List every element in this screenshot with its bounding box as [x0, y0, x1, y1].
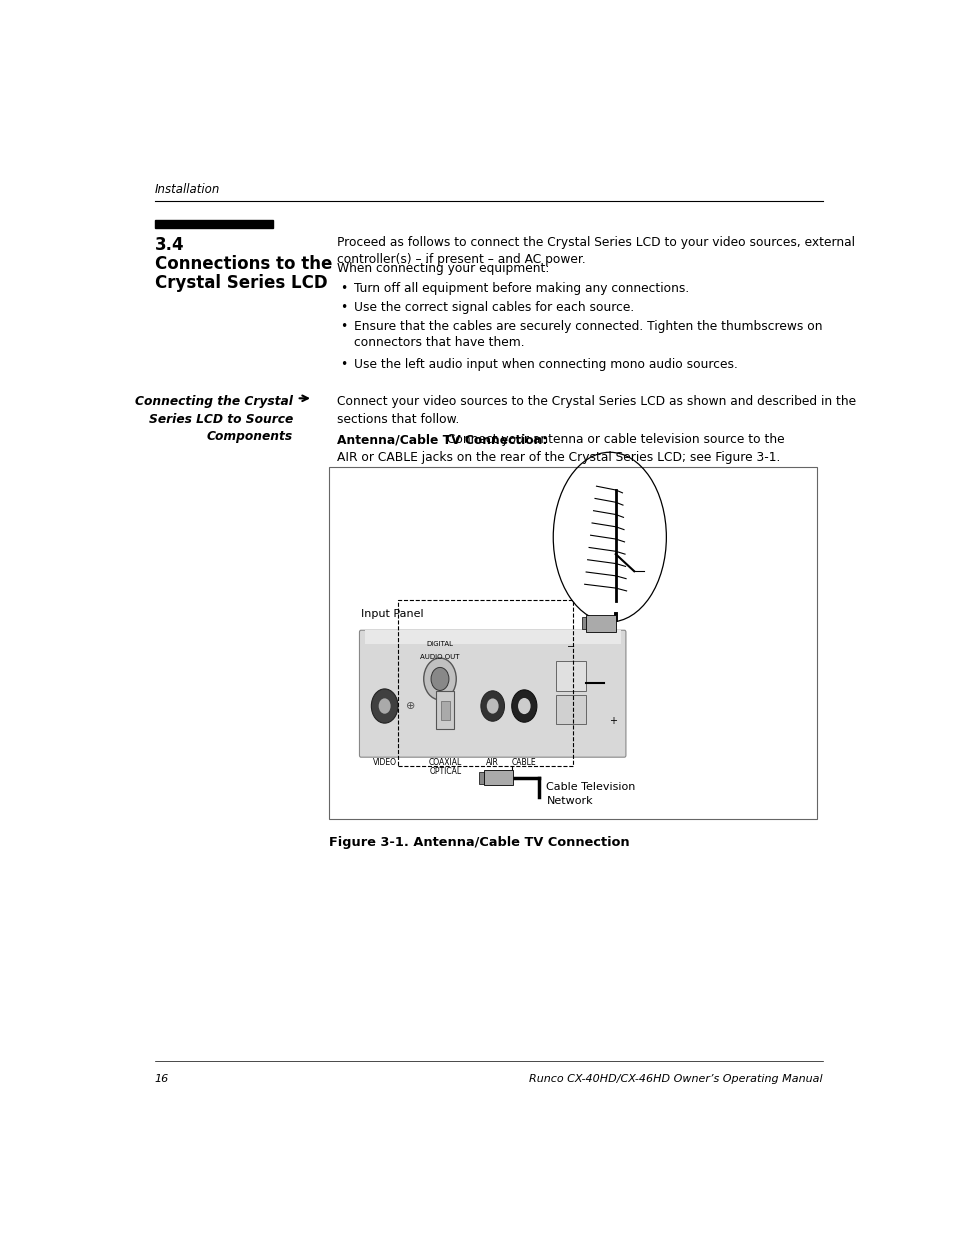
- Text: AIR or CABLE jacks on the rear of the Crystal Series LCD; see Figure 3-1.: AIR or CABLE jacks on the rear of the Cr…: [337, 451, 780, 463]
- Bar: [556, 661, 585, 692]
- Bar: [329, 467, 817, 819]
- Text: Cable Television
Network: Cable Television Network: [546, 782, 636, 805]
- Text: Ensure that the cables are securely connected. Tighten the thumbscrews on: Ensure that the cables are securely conn…: [354, 320, 821, 333]
- Text: Series LCD to Source: Series LCD to Source: [149, 412, 293, 426]
- Text: Connections to the: Connections to the: [154, 254, 332, 273]
- Text: When connecting your equipment:: When connecting your equipment:: [337, 262, 549, 275]
- Bar: [585, 615, 615, 632]
- Text: AIR: AIR: [486, 758, 498, 767]
- Bar: [436, 692, 454, 730]
- Bar: [483, 769, 513, 785]
- Circle shape: [517, 698, 530, 714]
- Text: Connecting the Crystal: Connecting the Crystal: [135, 395, 293, 409]
- Text: Proceed as follows to connect the Crystal Series LCD to your video sources, exte: Proceed as follows to connect the Crysta…: [337, 236, 855, 248]
- Bar: [364, 630, 620, 643]
- Text: DIGITAL: DIGITAL: [426, 641, 453, 647]
- Bar: [478, 772, 483, 784]
- Text: Installation: Installation: [154, 183, 220, 196]
- Circle shape: [486, 699, 498, 714]
- Circle shape: [431, 667, 449, 690]
- Text: •: •: [340, 301, 347, 314]
- Bar: [556, 694, 585, 725]
- Circle shape: [378, 698, 390, 714]
- Text: Antenna/Cable TV Connection:: Antenna/Cable TV Connection:: [337, 433, 547, 447]
- Text: Input Panel: Input Panel: [360, 609, 423, 619]
- FancyBboxPatch shape: [359, 630, 625, 757]
- Circle shape: [511, 690, 537, 722]
- Text: Connect your video sources to the Crystal Series LCD as shown and described in t: Connect your video sources to the Crysta…: [337, 395, 856, 409]
- Text: Use the correct signal cables for each source.: Use the correct signal cables for each s…: [354, 301, 633, 314]
- Text: −: −: [566, 642, 575, 652]
- Text: ⊕: ⊕: [406, 701, 416, 711]
- Text: 3.4: 3.4: [154, 236, 184, 253]
- Circle shape: [371, 689, 397, 724]
- Text: Figure 3-1. Antenna/Cable TV Connection: Figure 3-1. Antenna/Cable TV Connection: [329, 836, 629, 848]
- Text: Crystal Series LCD: Crystal Series LCD: [154, 274, 327, 291]
- Bar: [397, 600, 573, 766]
- Circle shape: [480, 690, 504, 721]
- Text: connectors that have them.: connectors that have them.: [354, 336, 524, 350]
- Text: Connect your antenna or cable television source to the: Connect your antenna or cable television…: [442, 433, 783, 447]
- Text: •: •: [340, 283, 347, 295]
- Text: COAXIAL: COAXIAL: [428, 758, 461, 767]
- Text: AUDIO OUT: AUDIO OUT: [420, 653, 459, 659]
- Text: CABLE: CABLE: [512, 758, 537, 767]
- Text: sections that follow.: sections that follow.: [337, 412, 459, 426]
- Text: VIDEO: VIDEO: [373, 758, 396, 767]
- Circle shape: [423, 658, 456, 700]
- Text: Runco CX-40HD/CX-46HD Owner’s Operating Manual: Runco CX-40HD/CX-46HD Owner’s Operating …: [529, 1074, 822, 1084]
- Bar: [581, 618, 585, 630]
- Text: OPTICAL: OPTICAL: [429, 767, 461, 776]
- Bar: [154, 221, 273, 228]
- Text: Turn off all equipment before making any connections.: Turn off all equipment before making any…: [354, 283, 688, 295]
- Bar: [440, 701, 449, 720]
- Text: •: •: [340, 320, 347, 333]
- Text: +: +: [609, 716, 617, 726]
- Text: controller(s) – if present – and AC power.: controller(s) – if present – and AC powe…: [337, 253, 585, 266]
- Text: Components: Components: [207, 430, 293, 442]
- Text: Use the left audio input when connecting mono audio sources.: Use the left audio input when connecting…: [354, 358, 737, 372]
- Text: 16: 16: [154, 1074, 169, 1084]
- Text: •: •: [340, 358, 347, 372]
